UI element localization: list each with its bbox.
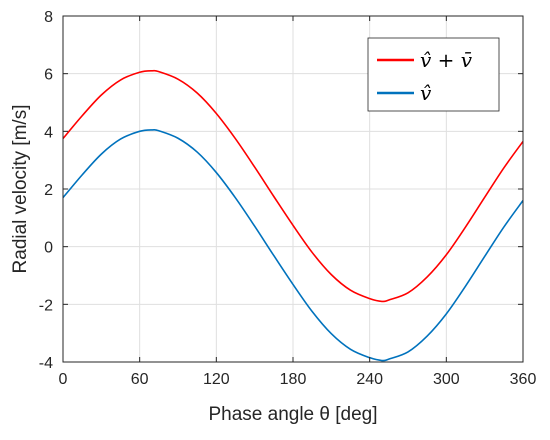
y-tick-label: 0 bbox=[44, 240, 53, 257]
y-tick-label: 2 bbox=[44, 182, 53, 199]
series-line-1 bbox=[62, 128, 524, 362]
y-axis-ticks: -4 -2 0 2 4 6 8 bbox=[39, 9, 523, 372]
x-tick-label: 360 bbox=[510, 371, 537, 388]
series-line-0 bbox=[62, 69, 524, 303]
x-tick-label: 0 bbox=[59, 371, 68, 388]
y-tick-label: -2 bbox=[39, 297, 53, 314]
legend-box bbox=[367, 37, 500, 112]
y-tick-label: 6 bbox=[44, 67, 53, 84]
x-tick-label: 120 bbox=[203, 371, 230, 388]
y-tick-label: 4 bbox=[44, 124, 53, 141]
x-tick-label: 300 bbox=[433, 371, 460, 388]
y-axis-label: Radial velocity [m/s] bbox=[10, 105, 31, 274]
x-axis-ticks: 0 60 120 180 240 300 360 bbox=[59, 16, 537, 388]
series-layer bbox=[62, 69, 524, 362]
x-tick-label: 240 bbox=[356, 371, 383, 388]
legend-label-v-hat: v̂ bbox=[420, 81, 432, 105]
x-tick-label: 180 bbox=[280, 371, 307, 388]
y-tick-label: -4 bbox=[39, 355, 53, 372]
y-tick-label: 8 bbox=[44, 9, 53, 26]
legend-label-v-hat-plus-v-bar: v̂ + v̄ bbox=[420, 48, 473, 72]
legend: v̂ + v̄ v̂ bbox=[367, 37, 500, 112]
x-axis-label: Phase angle θ [deg] bbox=[208, 404, 377, 425]
x-tick-label: 60 bbox=[131, 371, 149, 388]
